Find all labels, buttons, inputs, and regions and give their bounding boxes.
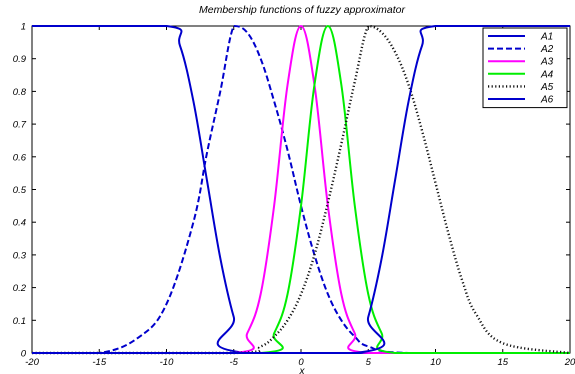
- x-tick-label: 15: [497, 357, 508, 368]
- series-line-a5: [32, 24, 571, 355]
- x-tick-label: -20: [25, 357, 39, 368]
- series-layer: [31, 24, 571, 355]
- legend-box: [482, 27, 568, 109]
- x-tick-label: -15: [92, 357, 106, 368]
- y-tick-label: 0.4: [13, 218, 26, 229]
- legend-label-a6: A6: [540, 95, 554, 106]
- y-tick-label: 0.6: [13, 152, 27, 163]
- y-tick-label: 0.5: [13, 185, 27, 196]
- series-line-a2: [32, 24, 570, 355]
- legend-label-a2: A2: [540, 44, 554, 55]
- y-tick-label: 0.9: [13, 54, 27, 65]
- y-tick-label: 1: [21, 22, 26, 33]
- x-tick-label: 20: [564, 357, 575, 368]
- y-tick-label: 0.8: [13, 87, 27, 98]
- x-tick-label: -10: [160, 357, 174, 368]
- legend-label-a5: A5: [540, 82, 554, 93]
- series-line-a3: [32, 24, 570, 355]
- legend-label-a4: A4: [540, 69, 554, 80]
- y-tick-label: 0: [21, 349, 27, 360]
- y-tick-label: 0.2: [13, 283, 27, 294]
- x-tick-label: 0: [298, 357, 304, 368]
- x-tick-label: 5: [366, 357, 372, 368]
- series-line-a6: [32, 24, 570, 355]
- chart-title: Membership functions of fuzzy approximat…: [199, 4, 406, 16]
- x-axis-label: x: [299, 366, 306, 374]
- y-tick-label: 0.7: [13, 120, 27, 131]
- x-tick-label: -5: [230, 357, 239, 368]
- legend-label-a1: A1: [540, 32, 553, 43]
- y-tick-label: 0.3: [13, 250, 27, 261]
- legend-label-a3: A3: [540, 57, 554, 68]
- y-tick-label: 0.1: [13, 316, 26, 327]
- series-line-a4: [32, 24, 570, 355]
- x-tick-label: 10: [430, 357, 441, 368]
